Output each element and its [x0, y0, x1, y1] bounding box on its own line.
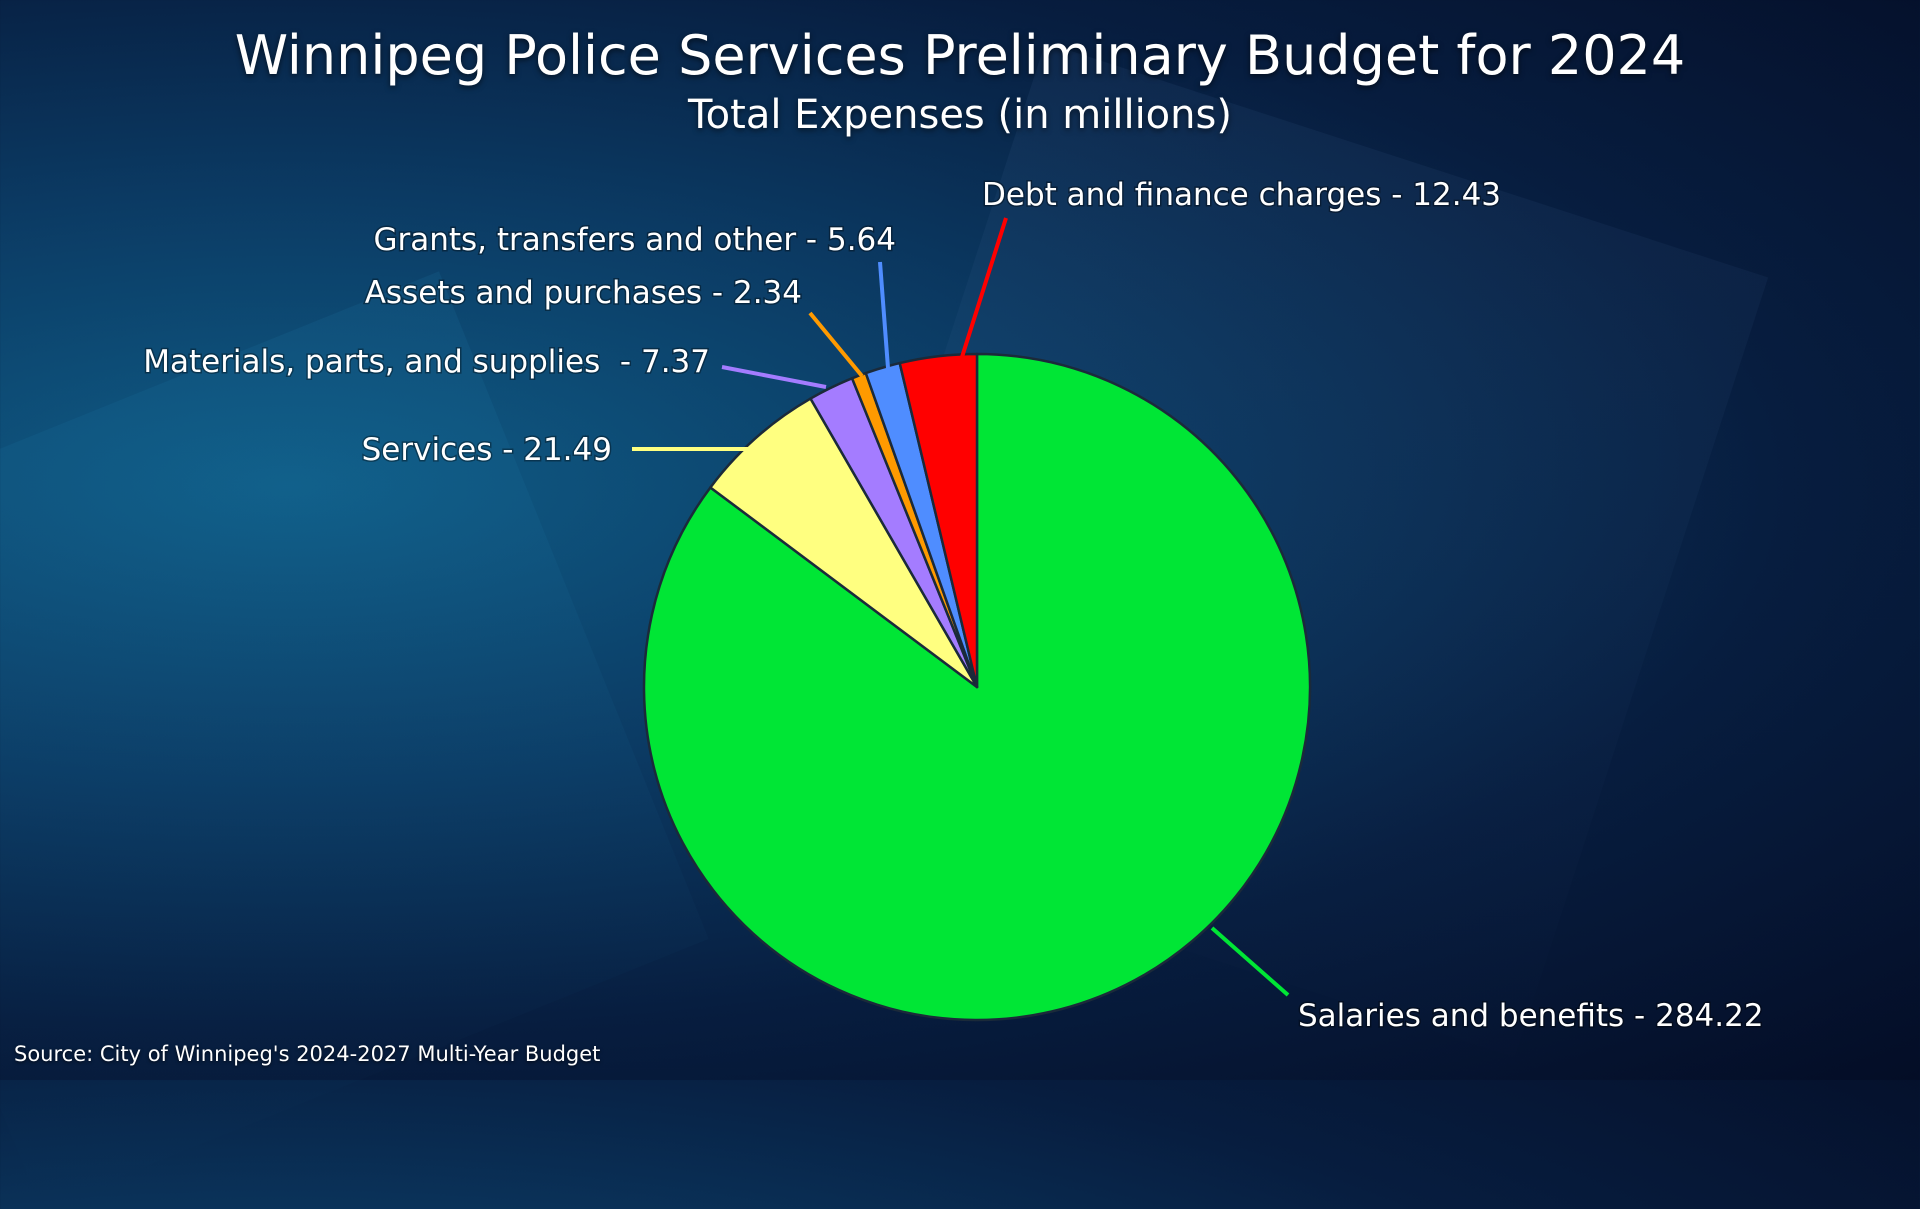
slice-label-salaries-and-benefits: Salaries and benefits - 284.22	[1298, 998, 1764, 1034]
pie-chart: Salaries and benefits - 284.22 Services -…	[142, 176, 1765, 1036]
source-note: Source: City of Winnipeg's 2024-2027 Mul…	[14, 1042, 601, 1066]
slice-label-materials-parts-and-supplies: Materials, parts, and supplies - 7.37	[143, 344, 710, 380]
slice-label-services: Services - 21.49	[362, 432, 612, 468]
slice-label-grants-transfers-and-other: Grants, transfers and other - 5.64	[373, 222, 896, 258]
leader-line-assets-and-purchases	[808, 311, 864, 378]
chart-title: Winnipeg Police Services Preliminary Bud…	[234, 24, 1686, 87]
leader-line-salaries-and-benefits	[1210, 926, 1290, 997]
leader-line-materials-parts-and-supplies	[721, 365, 827, 389]
slice-label-debt-and-finance-charges: Debt and finance charges - 12.43	[982, 177, 1501, 213]
slice-labels: Salaries and benefits - 284.22 Services -…	[142, 176, 1765, 1036]
pie-slices	[642, 352, 1312, 1022]
pie-slice-debt-and-finance-charges	[898, 352, 979, 689]
leader-line-grants-transfers-and-other	[878, 261, 890, 369]
chart-subtitle: Total Expenses (in millions)	[688, 92, 1232, 138]
slice-label-assets-and-purchases: Assets and purchases - 2.34	[365, 275, 802, 311]
pie-slice-services	[709, 397, 979, 689]
chart-header: Winnipeg Police Services Preliminary Bud…	[0, 22, 1920, 140]
leader-lines	[632, 217, 1290, 997]
leader-line-debt-and-finance-charges	[960, 217, 1008, 358]
